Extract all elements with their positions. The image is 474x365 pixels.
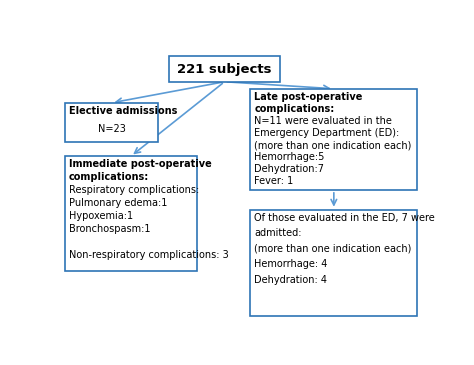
Text: Immediate post-operative: Immediate post-operative [69, 159, 211, 169]
Text: (more than one indication each): (more than one indication each) [255, 243, 412, 254]
FancyBboxPatch shape [250, 89, 418, 190]
Text: Fever: 1: Fever: 1 [255, 176, 293, 187]
Text: N=11 were evaluated in the: N=11 were evaluated in the [255, 116, 392, 126]
FancyBboxPatch shape [65, 103, 158, 142]
Text: N=23: N=23 [98, 124, 126, 134]
Text: Emergency Department (ED):: Emergency Department (ED): [255, 128, 400, 138]
Text: Elective admissions: Elective admissions [69, 106, 177, 116]
Text: Hemorrhage:5: Hemorrhage:5 [255, 152, 325, 162]
Text: Hypoxemia:1: Hypoxemia:1 [69, 211, 133, 221]
Text: complications:: complications: [255, 104, 335, 114]
Text: Dehydration:7: Dehydration:7 [255, 164, 324, 174]
Text: Of those evaluated in the ED, 7 were: Of those evaluated in the ED, 7 were [255, 213, 435, 223]
Text: Non-respiratory complications: 3: Non-respiratory complications: 3 [69, 250, 228, 260]
Text: Hemorrhage: 4: Hemorrhage: 4 [255, 259, 328, 269]
Text: Respiratory complications:: Respiratory complications: [69, 185, 199, 195]
Text: 221 subjects: 221 subjects [177, 62, 272, 76]
Text: Pulmonary edema:1: Pulmonary edema:1 [69, 198, 167, 208]
Text: complications:: complications: [69, 172, 149, 182]
Text: admitted:: admitted: [255, 228, 302, 238]
FancyBboxPatch shape [169, 57, 280, 82]
Text: Bronchospasm:1: Bronchospasm:1 [69, 224, 150, 234]
Text: Dehydration: 4: Dehydration: 4 [255, 274, 328, 285]
Text: (more than one indication each): (more than one indication each) [255, 140, 412, 150]
FancyBboxPatch shape [65, 156, 197, 272]
Text: Late post-operative: Late post-operative [255, 92, 363, 102]
FancyBboxPatch shape [250, 210, 418, 316]
